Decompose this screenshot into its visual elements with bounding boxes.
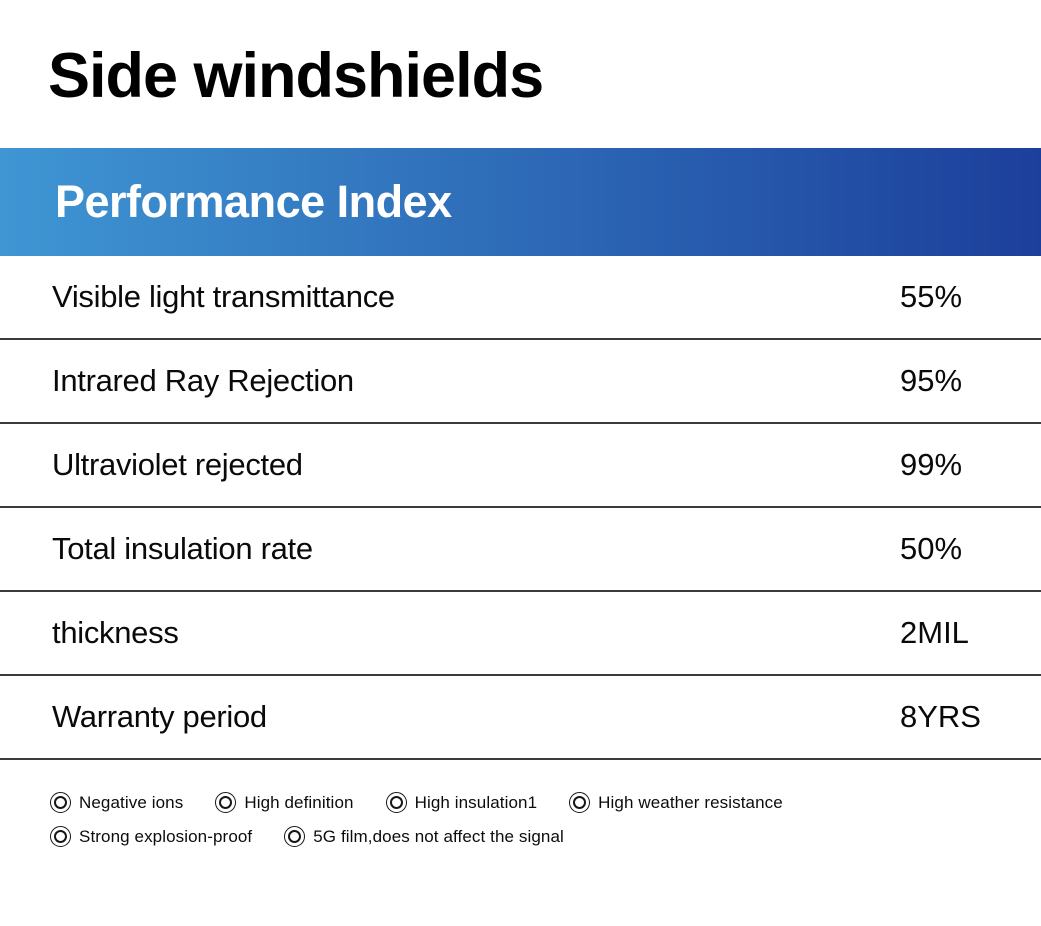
double-circle-icon xyxy=(385,792,407,814)
double-circle-icon xyxy=(284,826,306,848)
table-row: Total insulation rate 50% xyxy=(0,508,1041,593)
table-row: Warranty period 8YRS xyxy=(0,676,1041,761)
list-item: High weather resistance xyxy=(569,792,783,814)
feature-label: 5G film,does not affect the signal xyxy=(313,826,564,846)
spec-label: Warranty period xyxy=(52,699,267,735)
spec-value: 95% xyxy=(900,363,963,399)
double-circle-icon xyxy=(50,826,71,848)
feature-label: Negative ions xyxy=(79,792,184,812)
double-circle-icon xyxy=(569,792,591,814)
spec-value: 55% xyxy=(900,279,963,315)
spec-label: Ultraviolet rejected xyxy=(52,447,303,483)
spec-label: thickness xyxy=(52,615,179,651)
spec-value: 99% xyxy=(900,447,963,483)
list-item: 5G film,does not affect the signal xyxy=(284,826,564,848)
list-item: High definition xyxy=(215,792,354,814)
spec-value: 50% xyxy=(900,531,963,567)
feature-label: High insulation1 xyxy=(414,792,538,812)
feature-line: Strong explosion-proof 5G film,does not … xyxy=(50,826,1041,848)
spec-value: 2MIL xyxy=(900,615,969,651)
performance-spec-table: Visible light transmittance 55% Intrared… xyxy=(0,256,1041,761)
feature-label: High weather resistance xyxy=(598,792,783,812)
spec-label: Total insulation rate xyxy=(52,531,313,567)
table-row: thickness 2MIL xyxy=(0,592,1041,677)
double-circle-icon xyxy=(215,792,237,814)
double-circle-icon xyxy=(50,792,71,814)
banner-title: Performance Index xyxy=(55,176,452,228)
spec-value: 8YRS xyxy=(900,699,981,735)
spec-label: Intrared Ray Rejection xyxy=(52,363,354,399)
table-row: Visible light transmittance 55% xyxy=(0,256,1041,341)
feature-label: High definition xyxy=(244,792,354,812)
feature-line: Negative ions High definition High insul… xyxy=(50,792,1041,814)
table-row: Ultraviolet rejected 99% xyxy=(0,424,1041,509)
table-row: Intrared Ray Rejection 95% xyxy=(0,340,1041,425)
performance-banner: Performance Index xyxy=(0,148,1041,257)
feature-badges: Negative ions High definition High insul… xyxy=(50,792,1041,848)
list-item: High insulation1 xyxy=(385,792,538,814)
list-item: Negative ions xyxy=(50,792,184,814)
product-spec-page: Side windshields Performance Index Visib… xyxy=(0,41,1041,926)
list-item: Strong explosion-proof xyxy=(50,826,253,848)
page-title: Side windshields xyxy=(48,41,544,111)
feature-label: Strong explosion-proof xyxy=(79,826,253,846)
spec-label: Visible light transmittance xyxy=(52,279,395,315)
